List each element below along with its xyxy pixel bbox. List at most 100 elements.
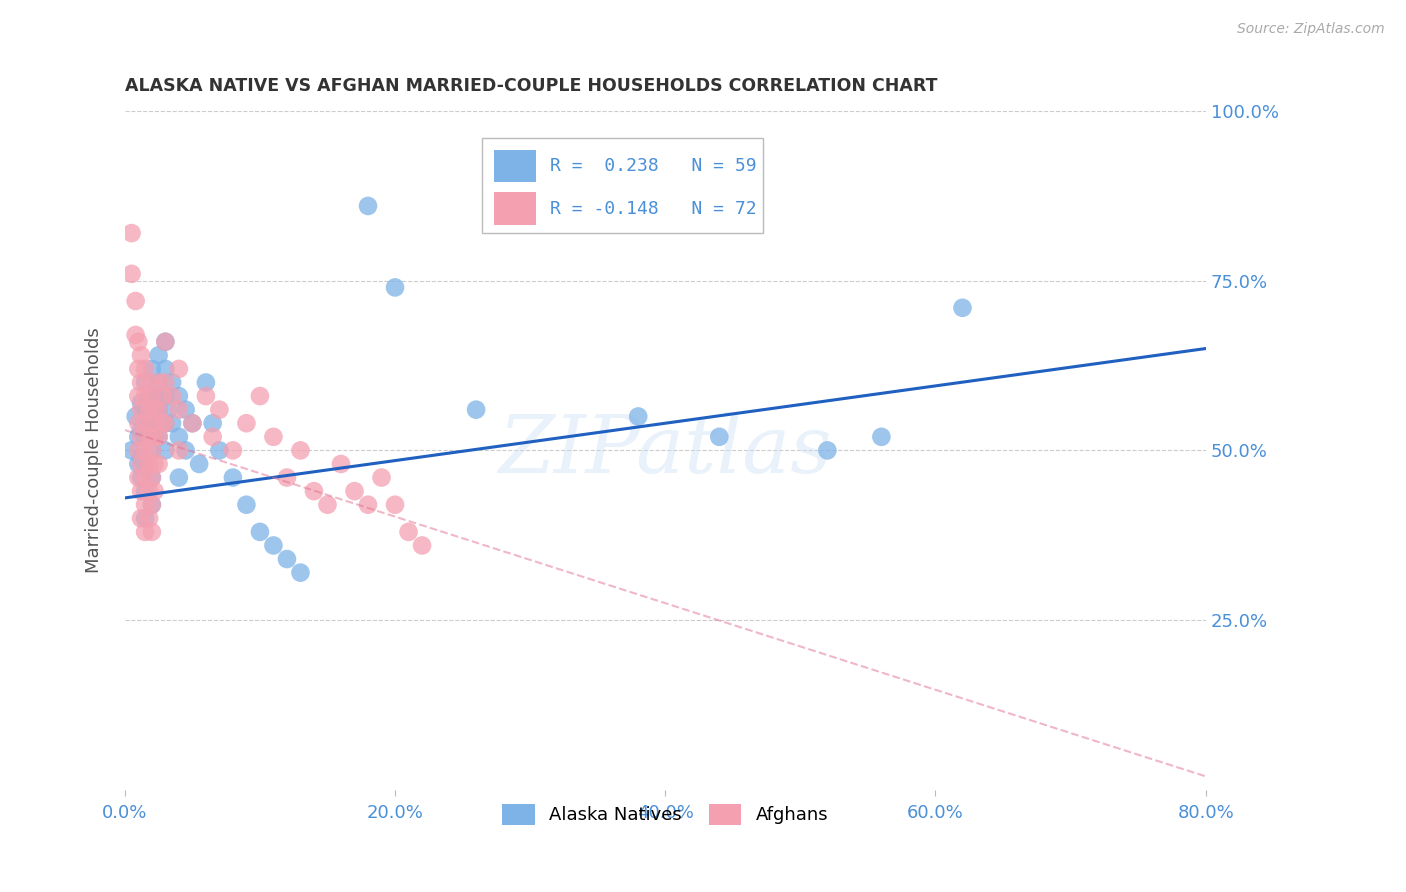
Point [129,511,152,525]
Point [141,443,163,458]
Point [138,389,160,403]
Point [194,389,217,403]
Point [316,498,339,512]
Text: ALASKA NATIVE VS AFGHAN MARRIED-COUPLE HOUSEHOLDS CORRELATION CHART: ALASKA NATIVE VS AFGHAN MARRIED-COUPLE H… [125,78,938,95]
Point [155,389,177,403]
Point [155,443,177,458]
Point [167,443,190,458]
Point [127,457,149,471]
Point [870,430,893,444]
Point [127,334,149,349]
Bar [495,193,536,225]
Point [155,334,177,349]
Point [155,334,177,349]
Point [157,402,180,417]
Y-axis label: Married-couple Households: Married-couple Households [86,327,103,574]
Point [290,566,312,580]
Point [127,389,149,403]
Text: ZIPatlas: ZIPatlas [499,411,832,489]
Point [155,416,177,430]
Point [124,409,146,424]
Point [121,267,143,281]
Point [167,362,190,376]
Point [141,416,163,430]
Point [357,498,380,512]
Point [129,423,152,437]
Point [249,524,271,539]
Point [143,402,166,417]
Point [384,498,406,512]
Point [138,484,160,499]
Point [709,430,731,444]
Point [129,402,152,417]
Point [134,484,156,499]
Point [127,430,149,444]
Point [141,470,163,484]
Point [129,450,152,465]
Point [134,402,156,417]
Point [167,430,190,444]
Point [143,402,166,417]
Point [290,443,312,458]
Point [121,443,143,458]
Point [141,389,163,403]
Point [129,430,152,444]
Point [148,430,170,444]
Point [384,280,406,294]
Point [143,457,166,471]
Point [127,443,149,458]
Point [174,443,197,458]
Point [141,498,163,512]
Bar [495,150,536,182]
Point [141,362,163,376]
Point [134,416,156,430]
Point [129,470,152,484]
Point [148,348,170,362]
Point [134,511,156,525]
Point [160,389,183,403]
Point [181,416,204,430]
Point [370,470,392,484]
Point [952,301,974,315]
Point [160,416,183,430]
Point [627,409,650,424]
Point [235,498,257,512]
Point [138,402,160,417]
Point [262,430,284,444]
Point [134,376,156,390]
Point [188,457,211,471]
Point [138,416,160,430]
Point [134,362,156,376]
Point [148,457,170,471]
Point [141,498,163,512]
Point [174,402,197,417]
Point [141,524,163,539]
Point [124,328,146,343]
Point [148,430,170,444]
Point [141,389,163,403]
Point [134,389,156,403]
Point [276,552,298,566]
Point [276,470,298,484]
Point [134,430,156,444]
Point [134,470,156,484]
Point [134,443,156,458]
Point [208,402,231,417]
Point [143,484,166,499]
Text: Source: ZipAtlas.com: Source: ZipAtlas.com [1237,22,1385,37]
Point [194,376,217,390]
Point [155,362,177,376]
Point [465,402,488,417]
Point [148,402,170,417]
Point [167,470,190,484]
Point [148,402,170,417]
Point [155,416,177,430]
Point [121,226,143,240]
Point [141,416,163,430]
Point [138,457,160,471]
Point [249,389,271,403]
Point [129,396,152,410]
Point [222,470,245,484]
Point [155,376,177,390]
Point [129,348,152,362]
